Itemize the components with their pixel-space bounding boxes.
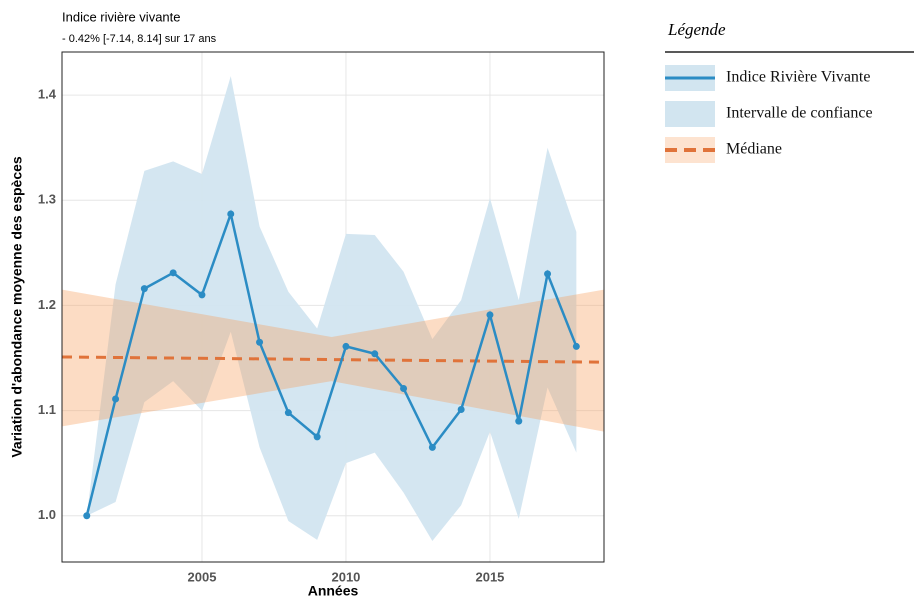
index-point xyxy=(140,285,148,293)
x-axis-label: Années xyxy=(308,583,359,599)
index-point xyxy=(428,443,436,451)
index-point xyxy=(256,338,264,346)
index-point xyxy=(486,311,494,319)
x-tick-label: 2005 xyxy=(188,569,217,584)
chart-subtitle: - 0.42% [-7.14, 8.14] sur 17 ans xyxy=(62,33,217,45)
y-tick-label: 1.3 xyxy=(38,192,56,207)
index-point xyxy=(400,384,408,392)
index-line xyxy=(85,209,578,517)
index-point xyxy=(198,291,206,299)
index-point xyxy=(515,417,523,425)
y-tick-label: 1.2 xyxy=(38,297,56,312)
index-point xyxy=(112,395,120,403)
x-tick-label: 2015 xyxy=(475,569,504,584)
legend-swatch xyxy=(665,101,715,127)
index-point xyxy=(83,512,91,520)
plot-border xyxy=(61,51,605,563)
index-point xyxy=(572,342,580,350)
y-tick-label: 1.4 xyxy=(38,87,57,102)
index-point xyxy=(342,342,350,350)
y-tick-label: 1.0 xyxy=(38,507,56,522)
index-point xyxy=(544,270,552,278)
y-tick-label: 1.1 xyxy=(38,402,56,417)
legend-label: Intervalle de confiance xyxy=(726,105,873,122)
legend-label: Indice Rivière Vivante xyxy=(726,69,870,86)
index-point xyxy=(284,409,292,417)
chart-title: Indice rivière vivante xyxy=(62,9,181,24)
index-point xyxy=(227,210,235,218)
x-tick-label: 2010 xyxy=(331,569,360,584)
y-axis-label: Variation d'abondance moyenne des espèce… xyxy=(9,156,25,458)
index-point xyxy=(169,269,177,277)
legend-title: Légende xyxy=(667,20,726,39)
confidence-band xyxy=(86,76,577,541)
index-point xyxy=(371,350,379,358)
median-line xyxy=(61,355,605,364)
legend-label: Médiane xyxy=(726,141,782,158)
index-point xyxy=(457,406,465,414)
index-point xyxy=(313,433,321,441)
median-fan xyxy=(62,289,604,432)
